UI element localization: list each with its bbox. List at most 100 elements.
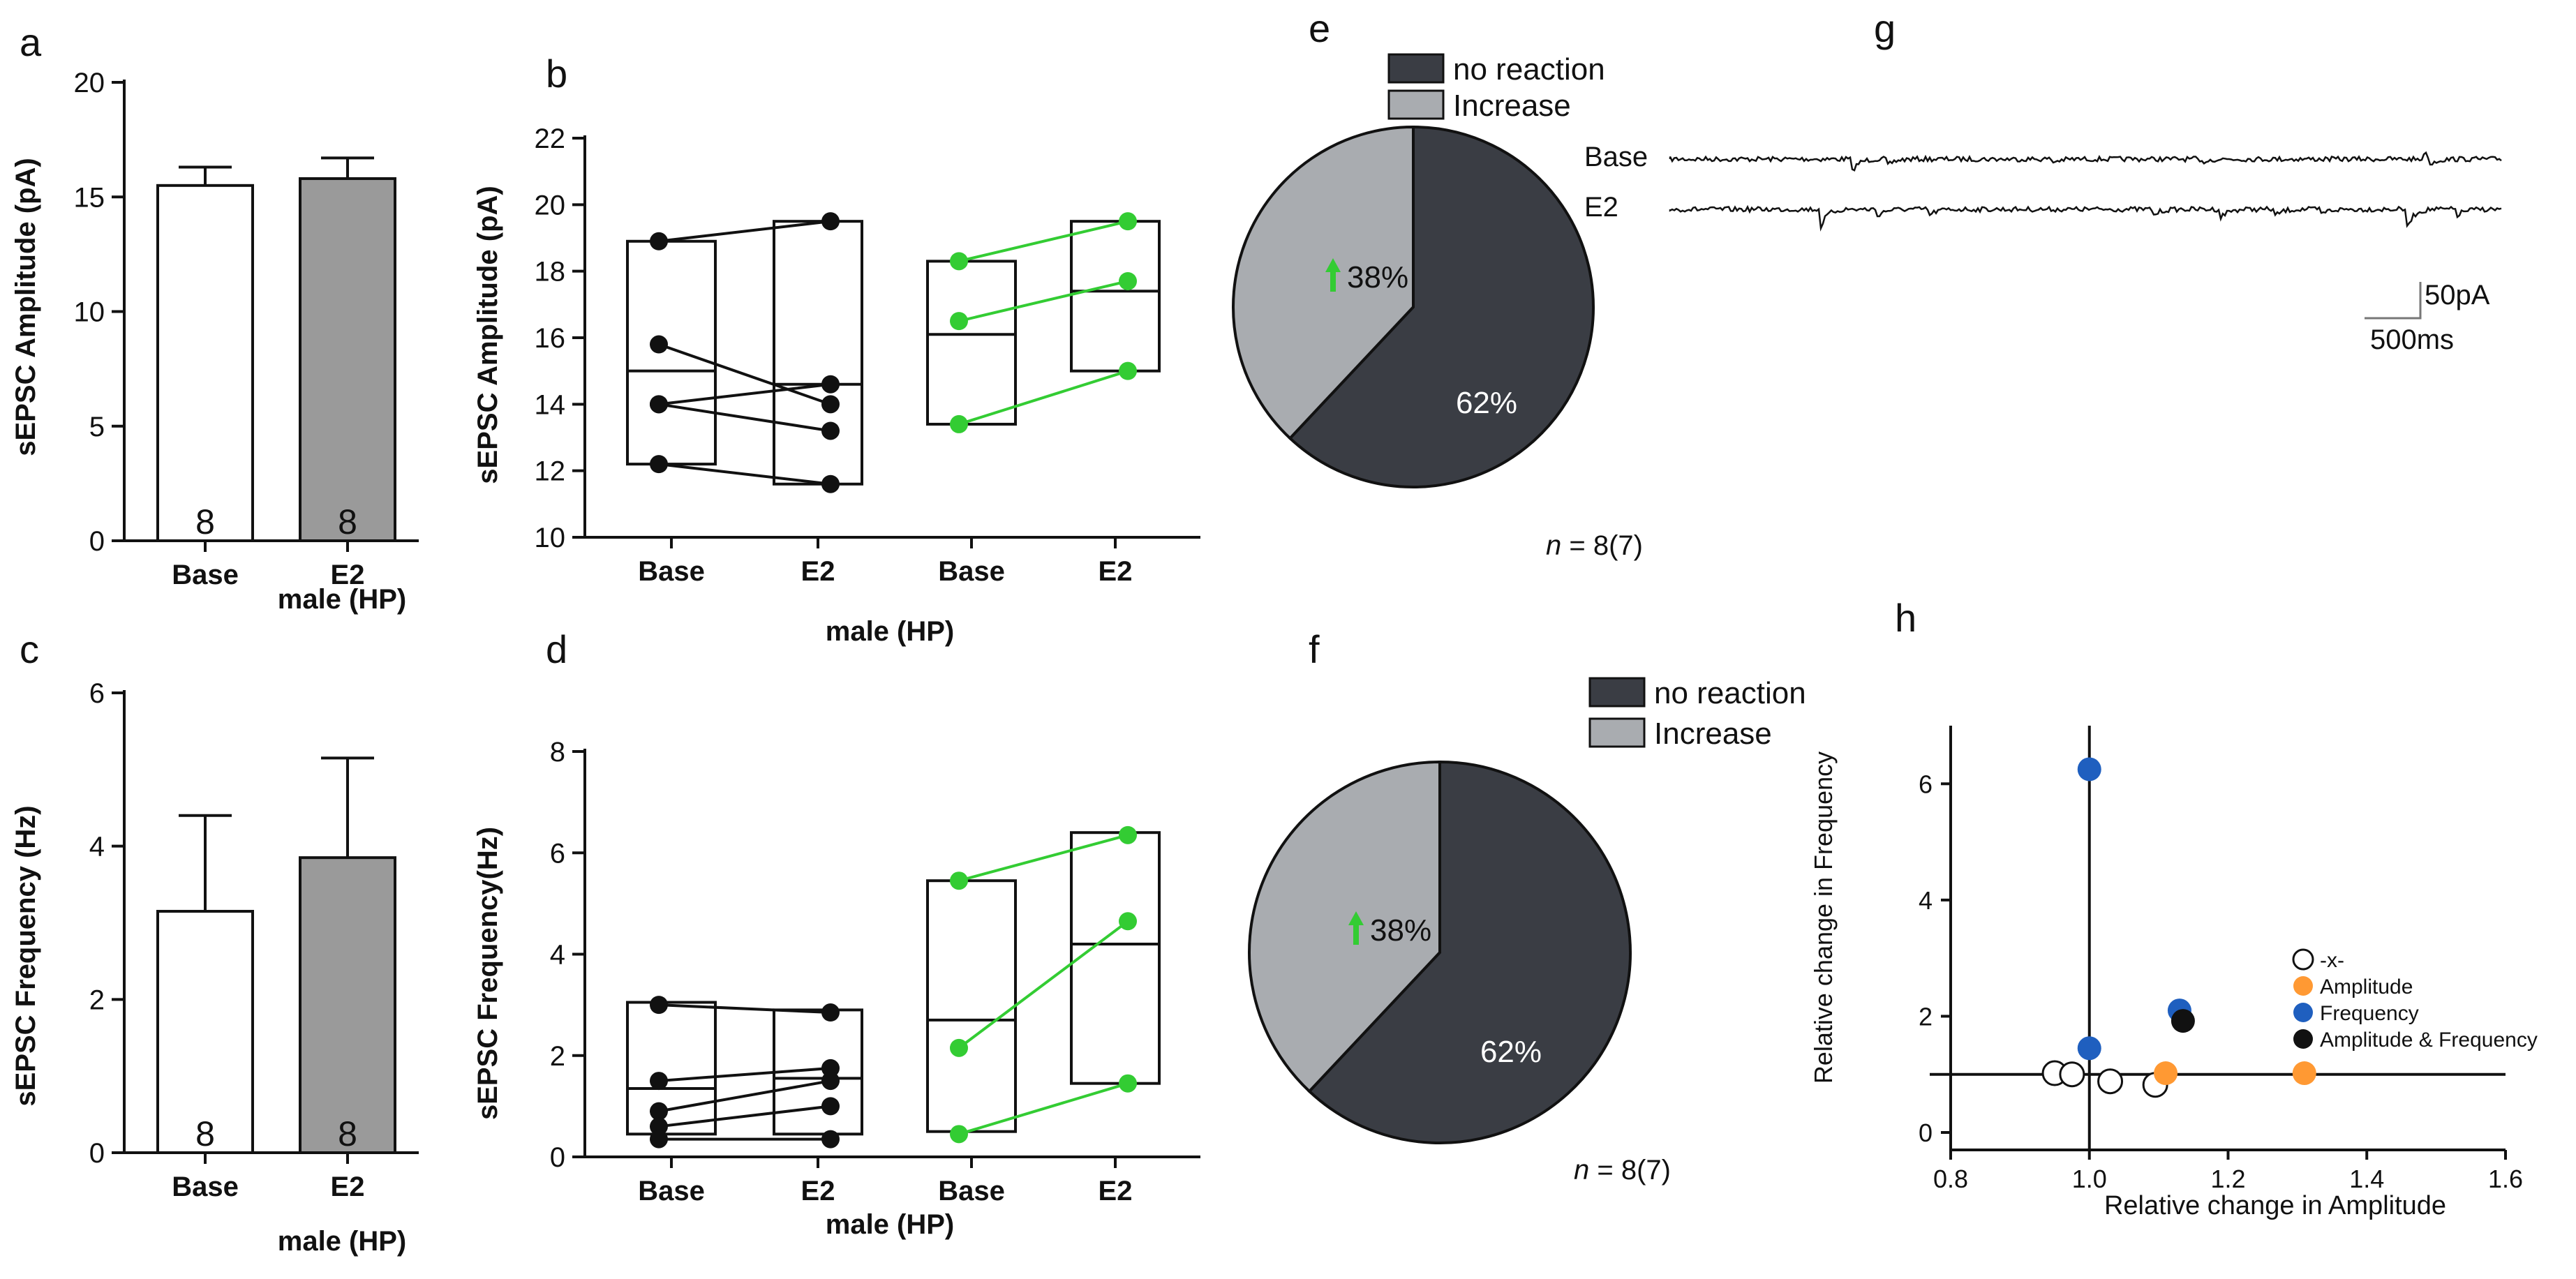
y-tick-label: 0 xyxy=(550,1142,565,1173)
pie-slice xyxy=(1248,760,1441,1093)
paired-line xyxy=(958,280,1129,323)
panel-a-ylabel: sEPSC Amplitude (pA) xyxy=(10,158,41,456)
trace-label-base: Base xyxy=(1584,142,1648,172)
y-tick-label: 15 xyxy=(74,182,105,213)
paired-line xyxy=(958,220,1129,263)
data-point xyxy=(650,455,668,474)
panel-g-traces: Base E2 50pA 500ms xyxy=(1584,142,2502,355)
legend-marker xyxy=(2293,1003,2313,1022)
paired-line xyxy=(658,382,831,406)
box xyxy=(773,220,863,486)
panel-letter-a: a xyxy=(20,20,42,64)
panel-b-ylabel: sEPSC Amplitude (pA) xyxy=(472,186,503,484)
panel-h-scatter: Relative change in Amplitude Relative ch… xyxy=(1809,726,2538,1220)
legend-marker xyxy=(2293,1029,2313,1049)
paired-line xyxy=(658,403,831,433)
n-label: 8 xyxy=(338,502,357,541)
y-tick-label: 10 xyxy=(74,297,105,328)
y-tick-label: 2 xyxy=(1919,1002,1933,1031)
panel-letter-b: b xyxy=(546,52,567,96)
panel-d-box-plot: sEPSC Frequency(Hz) male (HP) 0 2 4 6 8 Base E… xyxy=(472,737,1200,1240)
y-tick-label: 20 xyxy=(535,190,566,220)
y-tick-label: 6 xyxy=(550,838,565,869)
legend-label: Amplitude xyxy=(2320,975,2413,998)
scale-bar xyxy=(2365,282,2422,320)
x-tick-label: 1.0 xyxy=(2072,1165,2107,1193)
box xyxy=(926,879,1017,1133)
x-tick-label: Base xyxy=(638,1176,705,1206)
x-tick-label: 1.6 xyxy=(2488,1165,2523,1193)
data-point xyxy=(821,395,840,414)
pie-label-increase: 38% xyxy=(1347,260,1408,294)
panel-c-bar-chart: sEPSC Frequency (Hz) male (HP) 0 2 4 6 8 Base… xyxy=(10,678,419,1257)
data-point xyxy=(1119,825,1137,844)
panel-e-n-prefix: n xyxy=(1546,530,1561,561)
panel-e-legend-swatch-no-reaction xyxy=(1387,53,1445,84)
data-point xyxy=(821,1003,840,1022)
y-tick-label: 12 xyxy=(535,456,566,487)
box xyxy=(626,1001,717,1136)
data-point xyxy=(821,1059,840,1077)
paired-line xyxy=(658,1003,831,1015)
panel-b-box-plot: sEPSC Amplitude (pA) male (HP) 10 12 14 16 1… xyxy=(472,124,1200,647)
box xyxy=(926,260,1017,426)
x-tick-label: Base xyxy=(638,556,705,587)
data-point xyxy=(821,212,840,231)
data-point xyxy=(1119,271,1137,290)
y-tick-label: 2 xyxy=(550,1041,565,1072)
legend-label: -x- xyxy=(2320,949,2344,972)
x-tick-label: E2 xyxy=(1099,556,1133,587)
data-point xyxy=(1119,912,1137,931)
scatter-point xyxy=(2059,1061,2085,1088)
x-tick-label: Base xyxy=(938,556,1005,587)
panel-a-bar-chart: sEPSC Amplitude (pA) male (HP) 0 5 10 15 20 8… xyxy=(10,68,419,615)
y-tick-label: 2 xyxy=(89,985,105,1015)
data-point xyxy=(650,1102,668,1121)
panel-f-n-label: n = 8(7) xyxy=(1574,1155,1671,1185)
pie-label-no-reaction: 62% xyxy=(1480,1035,1542,1069)
y-tick-label: 16 xyxy=(535,323,566,354)
scatter-point xyxy=(2171,1009,2195,1033)
x-tick-label: Base xyxy=(172,1172,239,1202)
paired-line xyxy=(658,1105,831,1128)
data-point xyxy=(1119,212,1137,231)
data-point xyxy=(821,1130,840,1149)
box xyxy=(1070,220,1161,373)
panel-e-n-value: = 8(7) xyxy=(1561,530,1643,561)
y-tick-label: 0 xyxy=(89,526,105,557)
data-point xyxy=(950,414,968,433)
data-point xyxy=(950,872,968,890)
y-tick-label: 22 xyxy=(535,124,566,154)
panel-b-xlabel: male (HP) xyxy=(826,616,955,647)
y-tick-label: 18 xyxy=(535,257,566,287)
y-tick-label: 14 xyxy=(535,389,566,420)
data-point xyxy=(650,1130,668,1149)
y-tick-label: 0 xyxy=(1919,1119,1933,1147)
scatter-point xyxy=(2292,1061,2316,1086)
legend-marker xyxy=(2292,948,2314,971)
panel-h-ylabel: Relative change in Frequency xyxy=(1809,751,1838,1084)
scatter-point xyxy=(2077,1036,2101,1061)
panel-e-pie-chart: no reaction Increase n = 8(7) 62% 38% xyxy=(1232,52,1643,561)
x-tick-label: Base xyxy=(172,560,239,590)
y-tick-label: 4 xyxy=(550,940,565,971)
data-point xyxy=(950,1125,968,1144)
x-tick-label: E2 xyxy=(331,1172,365,1202)
data-point xyxy=(650,232,668,250)
panel-d-xlabel: male (HP) xyxy=(826,1209,955,1240)
trace-base xyxy=(1669,151,2502,172)
panel-f-legend-no-reaction: no reaction xyxy=(1654,676,1806,710)
panel-f-pie-chart: no reaction Increase n = 8(7) 62% 38% xyxy=(1248,676,1806,1185)
panel-e-n-label: n = 8(7) xyxy=(1546,530,1643,561)
n-label: 8 xyxy=(338,1114,357,1153)
paired-line xyxy=(658,343,831,406)
panel-f-n-value: = 8(7) xyxy=(1589,1155,1671,1185)
n-label: 8 xyxy=(195,1114,215,1153)
panel-f-legend-increase: Increase xyxy=(1654,717,1772,751)
pie-slice xyxy=(1232,125,1415,440)
legend-label: Amplitude & Frequency xyxy=(2320,1029,2538,1052)
panel-letter-g: g xyxy=(1874,6,1896,50)
data-point xyxy=(821,421,840,440)
panel-e-legend-swatch-increase xyxy=(1387,89,1445,120)
paired-line xyxy=(658,463,831,486)
